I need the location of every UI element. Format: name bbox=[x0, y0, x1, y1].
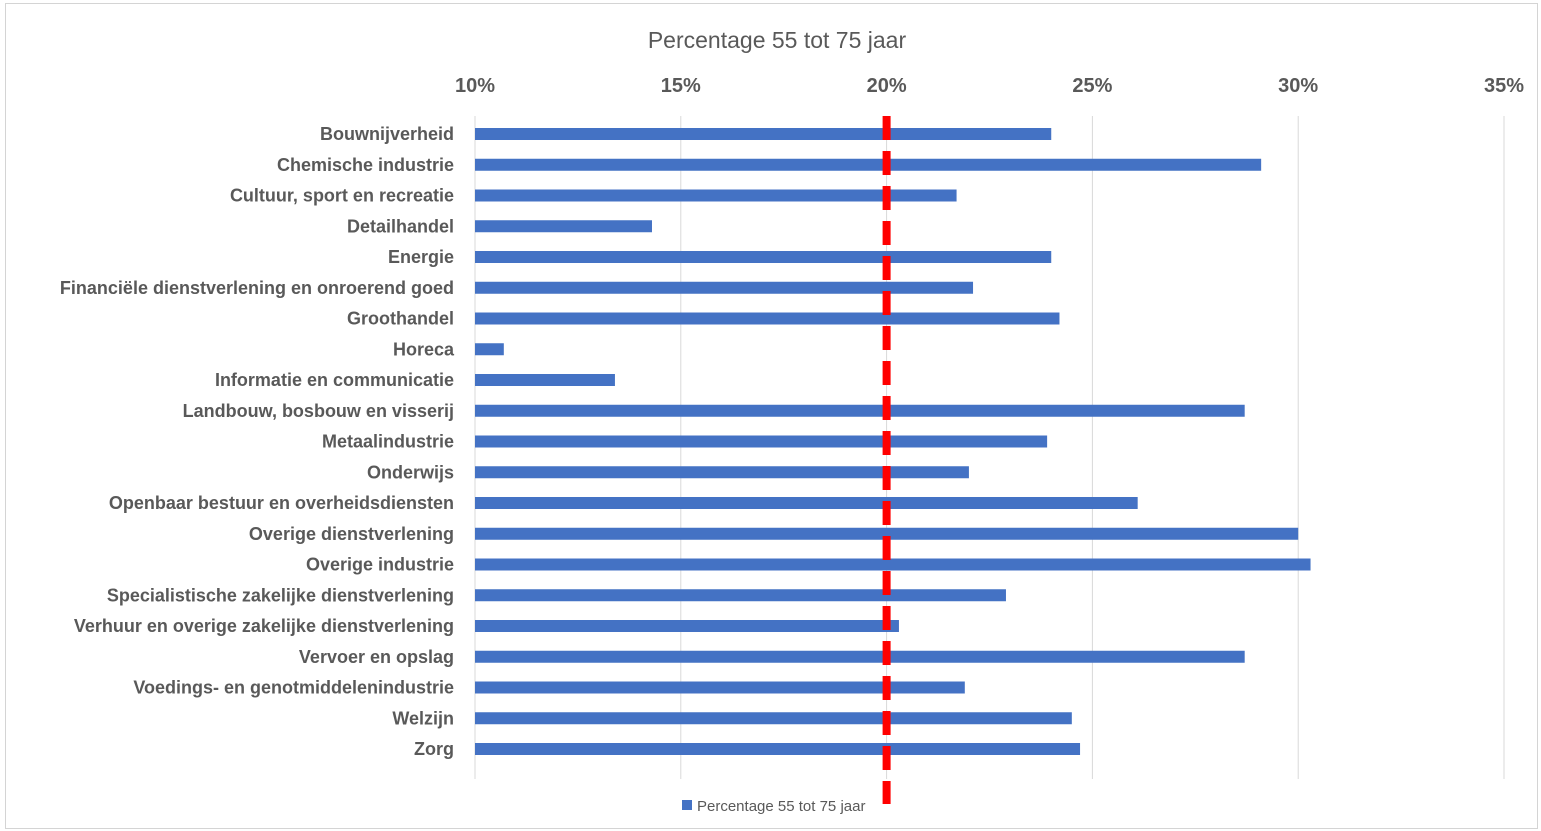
bar bbox=[475, 128, 1052, 140]
bar bbox=[475, 343, 504, 356]
x-tick-label: 35% bbox=[1484, 75, 1524, 97]
category-label: Welzijn bbox=[392, 708, 454, 728]
bar bbox=[475, 251, 1052, 263]
bar bbox=[475, 558, 1311, 571]
category-label: Zorg bbox=[414, 739, 454, 759]
category-label: Overige dienstverlening bbox=[249, 524, 454, 544]
category-label: Vervoer en opslag bbox=[299, 647, 454, 667]
category-label: Voedings- en genotmiddelenindustrie bbox=[133, 678, 454, 698]
x-tick-label: 30% bbox=[1278, 75, 1318, 97]
category-label: Onderwijs bbox=[367, 462, 454, 482]
legend: Percentage 55 tot 75 jaar bbox=[682, 798, 865, 815]
bar bbox=[475, 497, 1138, 509]
category-label: Detailhandel bbox=[347, 216, 454, 236]
bar bbox=[475, 435, 1048, 448]
x-tick-label: 25% bbox=[1072, 75, 1112, 97]
bar bbox=[475, 681, 965, 694]
category-labels: Bouwnijverheid Chemische industrie Cultuur… bbox=[60, 124, 455, 759]
category-label: Openbaar bestuur en overheidsdiensten bbox=[109, 493, 454, 513]
chart-frame: Percentage 55 tot 75 jaar 10% 15% 20% 25% 30… bbox=[5, 3, 1538, 829]
bar bbox=[475, 527, 1299, 540]
category-label: Landbouw, bosbouw en visserij bbox=[183, 401, 454, 421]
legend-swatch bbox=[682, 800, 692, 810]
category-label: Verhuur en overige zakelijke dienstverle… bbox=[74, 616, 454, 636]
bar bbox=[475, 650, 1245, 663]
bars bbox=[475, 128, 1311, 755]
bar bbox=[475, 712, 1072, 725]
category-label: Bouwnijverheid bbox=[320, 124, 454, 144]
x-tick-label: 15% bbox=[661, 75, 701, 97]
bar bbox=[475, 466, 969, 479]
bar bbox=[475, 374, 615, 386]
bar bbox=[475, 158, 1262, 171]
category-label: Specialistische zakelijke dienstverlenin… bbox=[107, 585, 454, 605]
bar bbox=[475, 281, 974, 294]
bar bbox=[475, 620, 899, 632]
bar bbox=[475, 743, 1081, 755]
legend-label: Percentage 55 tot 75 jaar bbox=[697, 798, 865, 815]
chart-title: Percentage 55 tot 75 jaar bbox=[648, 27, 907, 53]
bar bbox=[475, 589, 1006, 602]
category-label: Financiële dienstverlening en onroerend … bbox=[60, 278, 454, 298]
category-label: Cultuur, sport en recreatie bbox=[230, 186, 454, 206]
bar-chart: Percentage 55 tot 75 jaar 10% 15% 20% 25% 30… bbox=[60, 27, 1524, 815]
category-label: Energie bbox=[388, 247, 454, 267]
bar bbox=[475, 220, 652, 233]
category-label: Chemische industrie bbox=[277, 155, 454, 175]
x-tick-label: 10% bbox=[455, 75, 495, 97]
category-label: Overige industrie bbox=[306, 555, 454, 575]
x-axis-ticks: 10% 15% 20% 25% 30% 35% bbox=[455, 75, 1524, 97]
category-label: Informatie en communicatie bbox=[215, 370, 454, 390]
bar bbox=[475, 312, 1060, 325]
category-label: Horeca bbox=[393, 339, 455, 359]
bar bbox=[475, 404, 1245, 417]
bar bbox=[475, 189, 957, 202]
x-tick-label: 20% bbox=[867, 75, 907, 97]
category-label: Groothandel bbox=[347, 309, 454, 329]
category-label: Metaalindustrie bbox=[322, 432, 454, 452]
